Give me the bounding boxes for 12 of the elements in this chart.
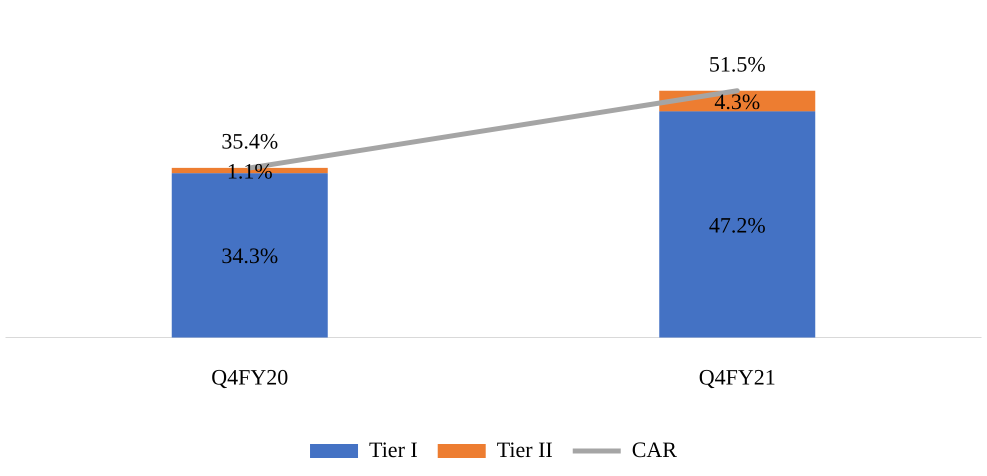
legend-label: CAR — [632, 436, 678, 462]
legend-label: Tier II — [496, 436, 553, 462]
x-tick-label: Q4FY20 — [211, 364, 288, 390]
data-label: 4.3% — [714, 88, 760, 114]
data-label: 34.3% — [221, 243, 278, 268]
data-label: 47.2% — [708, 212, 766, 238]
legend-label: Tier I — [369, 436, 418, 462]
x-tick-label: Q4FY21 — [698, 364, 776, 390]
bar — [659, 111, 816, 338]
data-label: 35.4% — [221, 128, 278, 154]
data-label: 51.5% — [708, 52, 766, 77]
data-label: 1.1% — [226, 158, 273, 184]
